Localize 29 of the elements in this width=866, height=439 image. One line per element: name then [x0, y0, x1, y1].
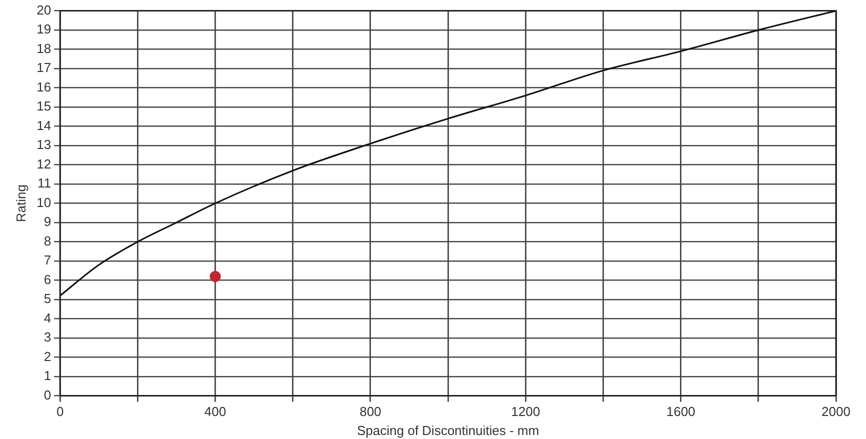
y-tick-label: 3	[44, 330, 52, 345]
y-tick-label: 15	[36, 98, 52, 114]
y-tick-label: 7	[44, 252, 52, 268]
y-tick-label: 8	[44, 233, 52, 248]
y-tick-label: 16	[36, 79, 52, 94]
x-tick-label: 1600	[666, 404, 696, 420]
x-tick-label: 0	[56, 404, 64, 420]
y-tick-label: 17	[36, 60, 52, 76]
y-tick-label: 20	[36, 2, 52, 18]
y-tick-label: 1	[44, 368, 52, 384]
x-tick-label: 2000	[822, 404, 850, 420]
x-tick-label: 1200	[511, 404, 540, 420]
x-axis-title: Spacing of Discontinuities - mm	[356, 422, 540, 438]
y-tick-label: 9	[44, 214, 52, 230]
y-tick-label: 11	[38, 176, 52, 191]
y-tick-label: 6	[44, 272, 52, 287]
x-tick-label: 800	[360, 404, 382, 420]
y-tick-label: 10	[36, 194, 52, 210]
y-tick-label: 0	[44, 387, 52, 402]
x-tick-label: 400	[204, 404, 226, 420]
y-axis-title: Rating	[13, 184, 28, 222]
y-tick-label: 4	[44, 310, 52, 326]
y-tick-label: 2	[44, 348, 52, 364]
y-tick-label: 12	[36, 156, 52, 172]
y-tick-label: 18	[36, 40, 52, 56]
y-tick-label: 5	[44, 291, 52, 306]
y-tick-label: 19	[36, 22, 52, 37]
y-tick-label: 13	[36, 137, 52, 152]
y-tick-label: 14	[36, 118, 52, 133]
